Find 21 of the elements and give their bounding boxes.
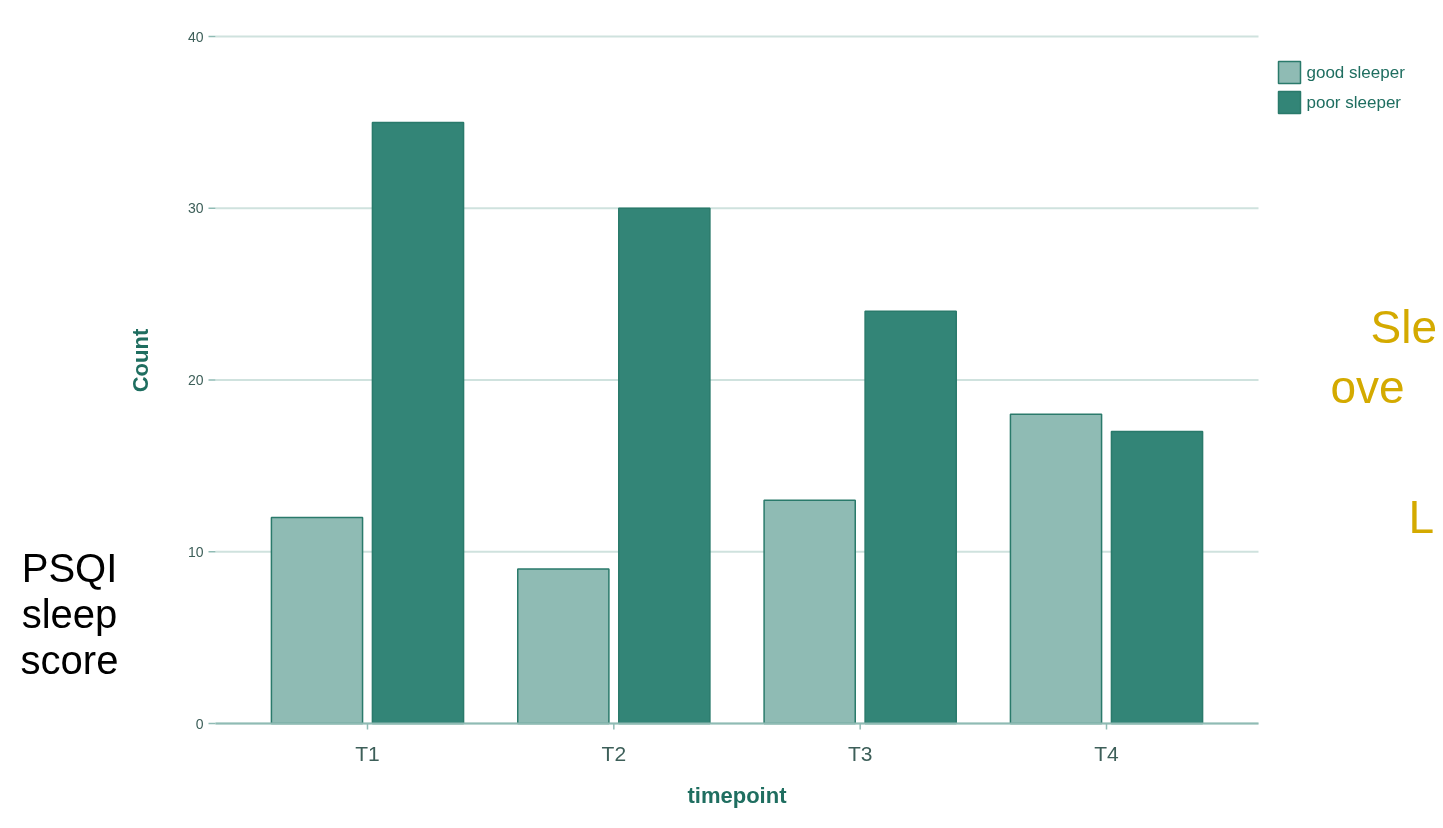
bar: [1110, 430, 1204, 725]
y-tick-label: 0: [195, 715, 204, 732]
text: Sle: [1370, 300, 1437, 353]
x-axis-title: timepoint: [687, 783, 788, 808]
x-tick-label: T4: [1094, 741, 1120, 765]
bar: [618, 207, 711, 725]
x-tick-label: T1: [355, 741, 380, 765]
x-tick-label: T2: [601, 741, 627, 765]
legend-label: poor sleeper: [1306, 93, 1402, 112]
bar: [864, 310, 957, 725]
x-tick-label: T3: [847, 741, 873, 765]
text: ove: [1330, 360, 1405, 413]
legend-label: good sleeper: [1306, 63, 1406, 82]
y-axis-title: Count: [128, 328, 153, 393]
y-tick-label: 20: [187, 372, 204, 388]
text: L: [1408, 490, 1435, 543]
text: PSQI sleep score: [20, 545, 119, 682]
y-tick-label: 30: [187, 200, 204, 217]
bar: [371, 121, 465, 725]
y-tick-label: 40: [187, 28, 204, 45]
y-tick-label: 10: [187, 543, 204, 560]
